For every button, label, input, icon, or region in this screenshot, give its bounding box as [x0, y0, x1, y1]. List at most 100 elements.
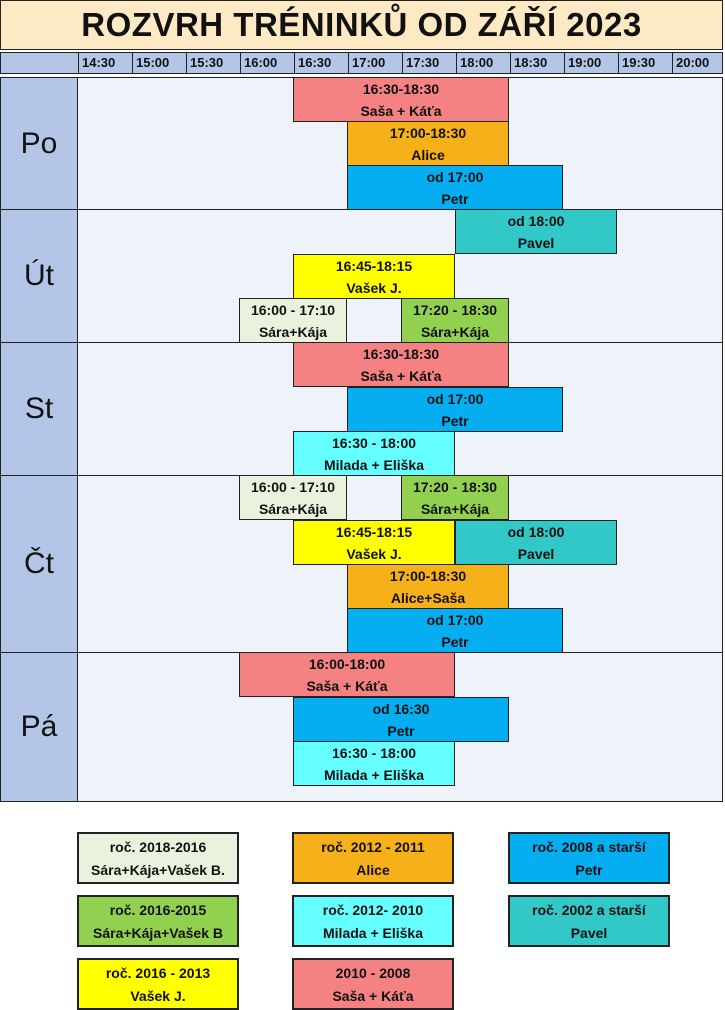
block-group: Alice [411, 147, 445, 163]
training-block: od 16:30 Petr [293, 697, 509, 742]
block-group: Petr [441, 191, 469, 207]
block-group: Sára+Kája [258, 501, 328, 517]
training-block: 17:00-18:30 Alice+Saša [347, 564, 509, 609]
training-block: od 18:00 Pavel [455, 209, 617, 254]
legend-year: roč. 2016-2015 [109, 902, 207, 918]
time-label: 18:00 [456, 53, 510, 73]
legend-year: 2010 - 2008 [335, 965, 411, 981]
training-block: od 17:00 Petr [347, 165, 563, 210]
legend-item: roč. 2012 - 2011 Alice [292, 832, 454, 884]
block-time: 16:30-18:30 [362, 346, 440, 362]
day-label-friday: Pá [0, 652, 78, 802]
legend-group: Petr [575, 862, 603, 878]
legend-group: Alice [356, 862, 390, 878]
legend-year: roč. 2012- 2010 [322, 902, 424, 918]
block-time: 16:00 - 17:10 [250, 479, 336, 495]
legend-group: Saša + Káťa [332, 988, 414, 1004]
legend-item: 2010 - 2008 Saša + Káťa [292, 958, 454, 1010]
training-block: 16:30-18:30 Saša + Káťa [293, 342, 509, 387]
day-label-tuesday: Út [0, 209, 78, 343]
legend-year: roč. 2008 a starší [532, 839, 646, 855]
time-header: 14:30 15:00 15:30 16:00 16:30 17:00 17:3… [0, 52, 723, 74]
block-time: 16:30 - 18:00 [331, 435, 417, 451]
block-group: Sára+Kája [420, 324, 490, 340]
block-time: 16:30-18:30 [362, 81, 440, 97]
block-time: od 17:00 [426, 169, 484, 185]
block-time: 17:20 - 18:30 [412, 302, 498, 318]
legend-item: roč. 2012- 2010 Milada + Eliška [292, 895, 454, 947]
training-block: 17:20 - 18:30 Sára+Kája [401, 298, 509, 343]
legend-group: Sára+Kája+Vašek B. [91, 862, 225, 878]
block-group: Sára+Kája [258, 324, 328, 340]
training-block: 16:00 - 17:10 Sára+Kája [239, 475, 347, 520]
legend-year: roč. 2016 - 2013 [105, 965, 211, 981]
block-time: od 18:00 [507, 213, 565, 229]
block-group: Saša + Káťa [360, 103, 442, 119]
block-group: Petr [441, 634, 469, 650]
block-time: 17:00-18:30 [389, 125, 467, 141]
block-group: Milada + Eliška [324, 457, 424, 473]
block-group: Petr [441, 413, 469, 429]
time-label: 19:00 [564, 53, 618, 73]
day-label-thursday: Čt [0, 475, 78, 653]
block-time: od 17:00 [426, 391, 484, 407]
legend-group: Sára+Kája+Vašek B [93, 925, 223, 941]
legend-year: roč. 2002 a starší [532, 902, 646, 918]
legend-group: Vašek J. [130, 988, 186, 1004]
time-label: 20:00 [672, 53, 723, 73]
block-time: od 17:00 [426, 612, 484, 628]
legend-group: Milada + Eliška [323, 925, 423, 941]
block-group: Milada + Eliška [324, 767, 424, 783]
block-time: 16:00 - 17:10 [250, 302, 336, 318]
training-block: 17:20 - 18:30 Sára+Kája [401, 475, 509, 520]
block-group: Vašek J. [346, 280, 402, 296]
time-label: 17:00 [348, 53, 402, 73]
training-block: 16:45-18:15 Vašek J. [293, 254, 455, 299]
legend-item: roč. 2016-2015 Sára+Kája+Vašek B [77, 895, 239, 947]
block-group: Saša + Káťa [306, 678, 388, 694]
legend-item: roč. 2018-2016 Sára+Kája+Vašek B. [77, 832, 239, 884]
day-label-monday: Po [0, 77, 78, 210]
time-label: 15:00 [132, 53, 186, 73]
block-time: 17:20 - 18:30 [412, 479, 498, 495]
legend-item: roč. 2008 a starší Petr [508, 832, 670, 884]
legend-item: roč. 2016 - 2013 Vašek J. [77, 958, 239, 1010]
training-block: 17:00-18:30 Alice [347, 121, 509, 166]
time-label: 15:30 [186, 53, 240, 73]
block-time: 16:45-18:15 [335, 258, 413, 274]
legend-year: roč. 2018-2016 [109, 839, 207, 855]
time-label: 16:00 [240, 53, 294, 73]
page-title: ROZVRH TRÉNINKŮ OD ZÁŘÍ 2023 [0, 0, 723, 50]
block-group: Petr [387, 723, 415, 739]
block-group: Pavel [517, 546, 555, 562]
block-time: 16:30 - 18:00 [331, 745, 417, 761]
legend-year: roč. 2012 - 2011 [321, 839, 425, 855]
block-group: Pavel [517, 235, 555, 251]
training-block: 16:30 - 18:00 Milada + Eliška [293, 741, 455, 786]
block-group: Vašek J. [346, 546, 402, 562]
block-time: 16:45-18:15 [335, 524, 413, 540]
time-label: 16:30 [294, 53, 348, 73]
block-time: 17:00-18:30 [389, 568, 467, 584]
training-block: 16:30 - 18:00 Milada + Eliška [293, 431, 455, 476]
time-label: 19:30 [618, 53, 672, 73]
training-block: 16:00 - 17:10 Sára+Kája [239, 298, 347, 343]
legend-item: roč. 2002 a starší Pavel [508, 895, 670, 947]
training-block: od 18:00 Pavel [455, 520, 617, 565]
block-group: Sára+Kája [420, 501, 490, 517]
block-group: Saša + Káťa [360, 368, 442, 384]
training-block: od 17:00 Petr [347, 387, 563, 432]
training-block: 16:00-18:00 Saša + Káťa [239, 652, 455, 697]
time-label: 17:30 [402, 53, 456, 73]
day-label-wednesday: St [0, 342, 78, 476]
training-block: 16:45-18:15 Vašek J. [293, 520, 455, 565]
time-label: 18:30 [510, 53, 564, 73]
training-block: od 17:00 Petr [347, 608, 563, 653]
time-label: 14:30 [78, 53, 132, 73]
block-time: 16:00-18:00 [308, 656, 386, 672]
block-group: Alice+Saša [390, 590, 466, 606]
block-time: od 16:30 [372, 701, 430, 717]
training-block: 16:30-18:30 Saša + Káťa [293, 77, 509, 122]
legend-group: Pavel [570, 925, 608, 941]
block-time: od 18:00 [507, 524, 565, 540]
